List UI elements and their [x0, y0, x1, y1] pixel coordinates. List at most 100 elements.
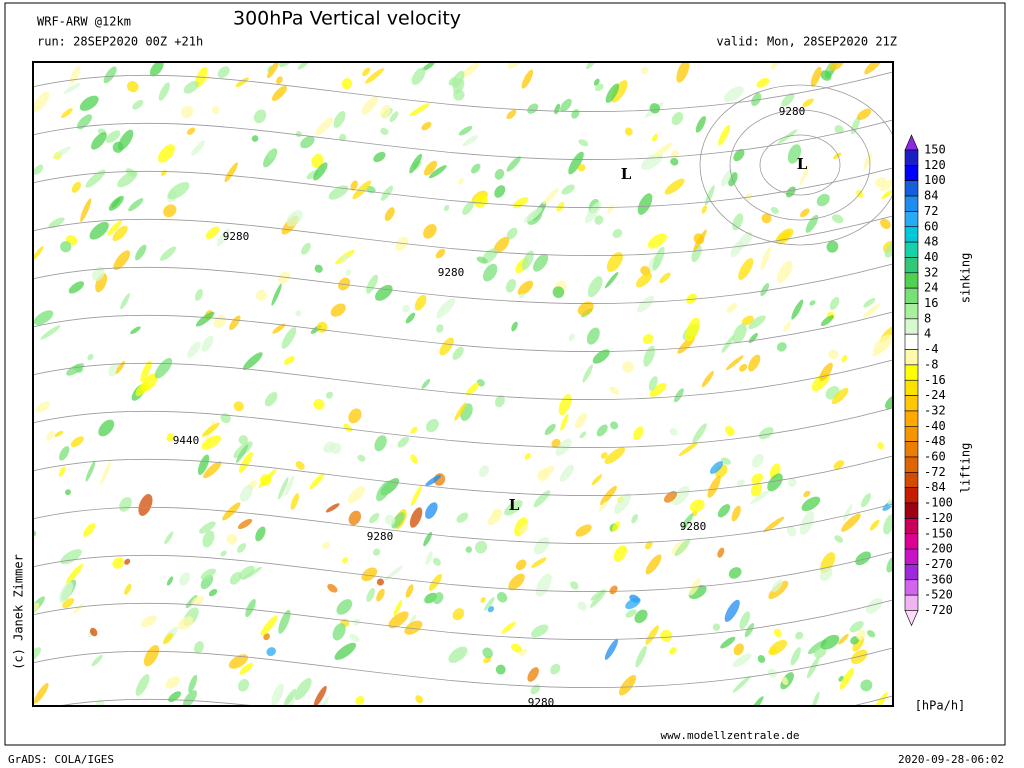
field-blob: [242, 352, 263, 371]
field-blob: [435, 248, 446, 259]
field-blob: [436, 298, 456, 319]
field-blob: [313, 685, 327, 706]
field-blob: [361, 96, 379, 115]
field-blob: [584, 201, 602, 223]
field-blob: [864, 62, 883, 75]
field-blob: [166, 576, 174, 586]
field-blob: [112, 141, 124, 153]
field-blob: [873, 692, 888, 706]
colorbar-label: -720: [924, 603, 953, 617]
colorbar-label: -360: [924, 572, 953, 586]
field-blob: [881, 189, 893, 200]
contour-line: [33, 599, 893, 640]
field-blob: [790, 647, 801, 666]
field-blob: [61, 108, 73, 119]
field-blob: [112, 225, 128, 242]
field-blob: [474, 540, 488, 554]
field-blob: [138, 493, 153, 516]
field-blob: [799, 511, 815, 535]
field-blob: [607, 204, 615, 214]
field-blob: [135, 244, 147, 261]
field-blob: [300, 136, 315, 149]
field-blob: [511, 321, 518, 332]
field-blob: [732, 675, 751, 693]
field-blob: [833, 460, 845, 470]
colorbar-box: [904, 349, 919, 366]
colorbar-box: [904, 287, 919, 304]
field-blob: [272, 323, 286, 334]
field-blob: [712, 623, 721, 631]
field-blob: [423, 160, 438, 176]
field-blob: [831, 387, 849, 405]
field-blob: [347, 486, 366, 504]
colorbar-box: [904, 533, 919, 550]
field-blob: [85, 460, 96, 482]
field-blob: [506, 227, 518, 240]
field-blob: [681, 513, 694, 530]
field-blob: [834, 535, 844, 543]
field-blob: [887, 498, 893, 507]
field-blob: [422, 62, 435, 71]
field-blob: [183, 80, 199, 94]
field-blob: [277, 271, 291, 284]
field-blob: [530, 684, 541, 695]
contour-label: 9280: [223, 230, 250, 243]
field-blob: [781, 92, 795, 107]
field-blob: [788, 478, 797, 487]
field-blob: [432, 557, 441, 566]
field-blob: [568, 151, 584, 175]
field-blob: [728, 567, 742, 579]
field-blob: [723, 86, 744, 103]
field-blob: [452, 608, 465, 621]
colorbar-label: -520: [924, 588, 953, 602]
field-blob: [751, 453, 764, 468]
field-blob: [801, 496, 821, 512]
field-blob: [606, 252, 623, 272]
credit: (c) Janek Zimmer: [12, 554, 26, 670]
colorbar-box: [904, 241, 919, 258]
field-blob: [604, 272, 619, 289]
field-blob: [451, 70, 465, 88]
field-blob: [519, 648, 528, 657]
field-blob: [524, 452, 531, 460]
contour-ring: [729, 109, 871, 221]
colorbar-box: [904, 425, 919, 442]
colorbar-label: 120: [924, 158, 946, 172]
field-blob: [117, 171, 138, 188]
field-blob: [226, 533, 238, 545]
field-blob: [411, 67, 426, 85]
field-blob: [872, 344, 888, 357]
field-blob: [135, 674, 150, 696]
field-blob: [614, 493, 632, 514]
field-blob: [575, 524, 592, 537]
field-blob: [619, 674, 637, 696]
field-blob: [648, 376, 658, 391]
field-blob: [60, 241, 72, 253]
field-blob: [724, 599, 740, 622]
field-blob: [521, 69, 534, 89]
field-blob: [432, 592, 444, 605]
field-blob: [460, 62, 479, 78]
contour-line: [33, 455, 893, 496]
field-blob: [886, 555, 893, 573]
field-blob: [35, 401, 50, 413]
field-blob: [203, 461, 222, 479]
field-blob: [540, 466, 555, 477]
field-blob: [611, 80, 628, 103]
field-blob: [187, 127, 196, 135]
colorbar-label: 60: [924, 219, 938, 233]
field-blob: [130, 326, 141, 335]
field-blob: [238, 435, 248, 445]
field-blob: [229, 571, 242, 585]
colorbar-label: 84: [924, 189, 938, 203]
field-blob: [579, 431, 587, 439]
field-blob: [645, 625, 659, 645]
field-blob: [327, 583, 338, 593]
field-blob: [376, 578, 384, 586]
field-blob: [423, 223, 437, 239]
field-blob: [805, 214, 819, 233]
field-blob: [551, 438, 561, 449]
timestamp: 2020-09-28-06:02: [898, 753, 1004, 766]
contour-line: [33, 359, 893, 400]
field-blob: [83, 523, 96, 537]
